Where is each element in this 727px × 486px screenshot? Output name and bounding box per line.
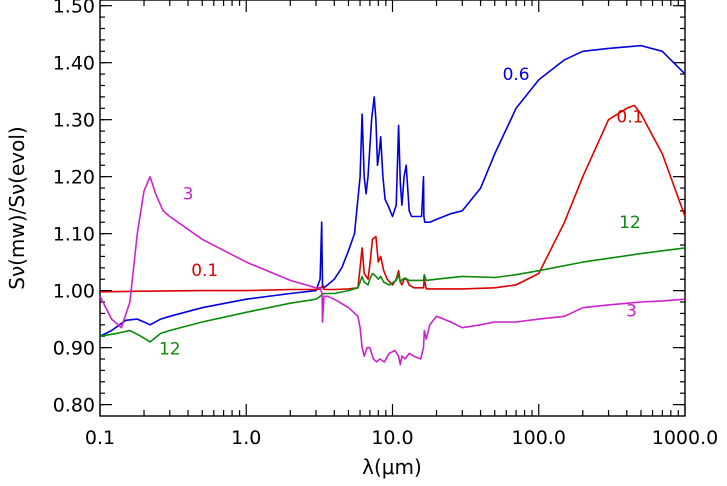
series-line-2 — [99, 247, 686, 343]
series-label-3-b: 3 — [626, 301, 637, 321]
series-label-2-b: 12 — [619, 213, 641, 233]
y-tick-label: 1.10 — [53, 224, 95, 246]
y-axis-title: Sν(mw)/Sν(evol) — [5, 126, 29, 289]
y-tick-label: 0.80 — [53, 395, 95, 417]
y-tick-label: 1.00 — [53, 281, 95, 303]
series-label-0: 0.6 — [503, 65, 530, 85]
y-tick-label: 1.20 — [53, 167, 95, 189]
x-tick-label: 0.1 — [85, 427, 115, 449]
x-tick-label: 100.0 — [512, 427, 566, 449]
series-labels: 0.6 0.1 0.1 12 12 3 3 — [159, 65, 643, 360]
x-tick-label: 1.0 — [231, 427, 261, 449]
series-label-2: 12 — [159, 339, 181, 359]
series-line-0 — [99, 44, 686, 337]
axis-ticks: 0.1 1.0 10.0 100.0 1000.0 0.80 0.90 1.00 1.10 1.2… — [53, 0, 718, 449]
x-tick-label: 10.0 — [371, 427, 413, 449]
series-label-1-b: 0.1 — [616, 108, 643, 128]
series-label-3: 3 — [183, 184, 194, 204]
series-lines — [99, 44, 686, 366]
y-tick-label: 1.40 — [53, 53, 95, 75]
y-tick-label: 0.90 — [53, 338, 95, 360]
y-tick-label: 1.50 — [53, 0, 95, 18]
series-label-1: 0.1 — [191, 261, 218, 281]
plot-frame — [99, 0, 686, 417]
x-axis-title: λ(μm) — [362, 455, 422, 479]
x-tick-label: 1000.0 — [652, 427, 718, 449]
series-line-3 — [99, 175, 686, 366]
y-tick-label: 1.30 — [53, 110, 95, 132]
